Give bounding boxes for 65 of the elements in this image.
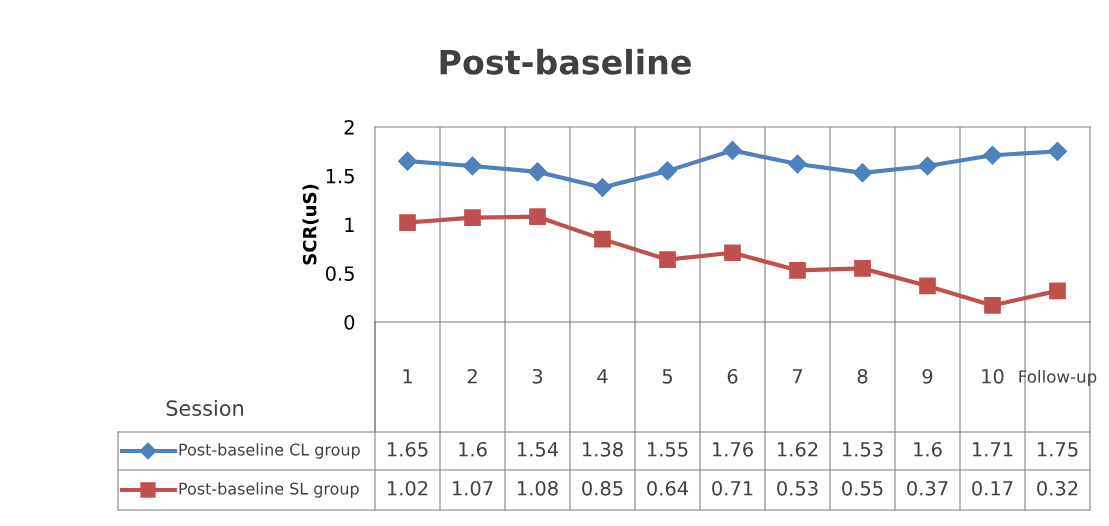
y-tick-label: 0.5 bbox=[325, 266, 354, 281]
data-label: 0.55 bbox=[842, 480, 883, 496]
point bbox=[464, 209, 481, 227]
data-label: 1.71 bbox=[972, 442, 1013, 457]
point bbox=[594, 230, 611, 248]
point bbox=[1047, 141, 1068, 161]
y-tick-label: 1 bbox=[345, 217, 354, 232]
point bbox=[399, 214, 416, 231]
x-tick-label: 7 bbox=[792, 369, 803, 384]
data-label: 0.53 bbox=[777, 480, 818, 496]
x-tick-label: 2 bbox=[467, 368, 477, 384]
x-tick-label: 8 bbox=[857, 368, 868, 384]
point bbox=[529, 208, 546, 226]
data-label: 1.75 bbox=[1037, 442, 1078, 457]
point bbox=[984, 297, 1001, 314]
x-tick-label: 4 bbox=[597, 369, 608, 384]
point bbox=[659, 251, 676, 268]
point bbox=[592, 177, 613, 197]
x-tick-label: 5 bbox=[662, 369, 672, 384]
point bbox=[724, 244, 741, 262]
data-label: 0.32 bbox=[1037, 480, 1078, 496]
point bbox=[1049, 282, 1066, 300]
data-label: 1.6 bbox=[914, 441, 942, 457]
data-label: 1.65 bbox=[387, 441, 428, 457]
x-tick-label: Follow-up bbox=[1019, 369, 1097, 387]
point bbox=[852, 163, 873, 183]
point bbox=[462, 156, 483, 176]
legend-label: Post-baseline SL group bbox=[179, 482, 359, 498]
point bbox=[722, 140, 743, 160]
point bbox=[657, 161, 678, 181]
data-label: 1.08 bbox=[517, 480, 558, 496]
y-tick-label: 0 bbox=[344, 314, 355, 330]
data-label: 0.17 bbox=[972, 480, 1013, 496]
x-tick-label: 9 bbox=[922, 368, 933, 384]
chart-title: Post-baseline bbox=[440, 48, 691, 75]
data-label: 1.6 bbox=[459, 441, 487, 457]
data-label: 0.64 bbox=[647, 480, 689, 496]
y-tick-label: 2 bbox=[344, 119, 354, 135]
data-label: 1.62 bbox=[777, 441, 818, 457]
point bbox=[917, 156, 938, 176]
x-tick-label: 1 bbox=[403, 369, 412, 384]
x-tick-label: 6 bbox=[727, 368, 738, 384]
point bbox=[982, 145, 1003, 165]
x-tick-label: 3 bbox=[532, 368, 543, 384]
data-label: 0.85 bbox=[582, 480, 623, 496]
data-label: 0.37 bbox=[907, 480, 948, 496]
legend-label: Post-baseline CL group bbox=[179, 443, 360, 459]
point bbox=[787, 154, 808, 174]
point bbox=[789, 261, 806, 279]
data-label: 1.55 bbox=[647, 442, 688, 457]
data-label: 1.07 bbox=[452, 480, 493, 496]
data-label: 1.38 bbox=[582, 441, 623, 457]
point bbox=[854, 260, 871, 277]
data-label: 0.71 bbox=[712, 480, 753, 496]
point bbox=[397, 151, 418, 171]
x-axis-title: Session bbox=[166, 399, 243, 417]
data-label: 1.02 bbox=[387, 480, 428, 496]
data-label: 1.54 bbox=[517, 442, 559, 457]
y-tick-label: 1.5 bbox=[326, 168, 354, 184]
y-axis-title: SCR(uS) bbox=[302, 184, 319, 265]
point bbox=[527, 162, 548, 182]
point bbox=[919, 277, 936, 295]
data-label: 1.53 bbox=[842, 441, 883, 457]
x-tick-label: 10 bbox=[982, 368, 1004, 384]
data-label: 1.76 bbox=[712, 441, 753, 457]
